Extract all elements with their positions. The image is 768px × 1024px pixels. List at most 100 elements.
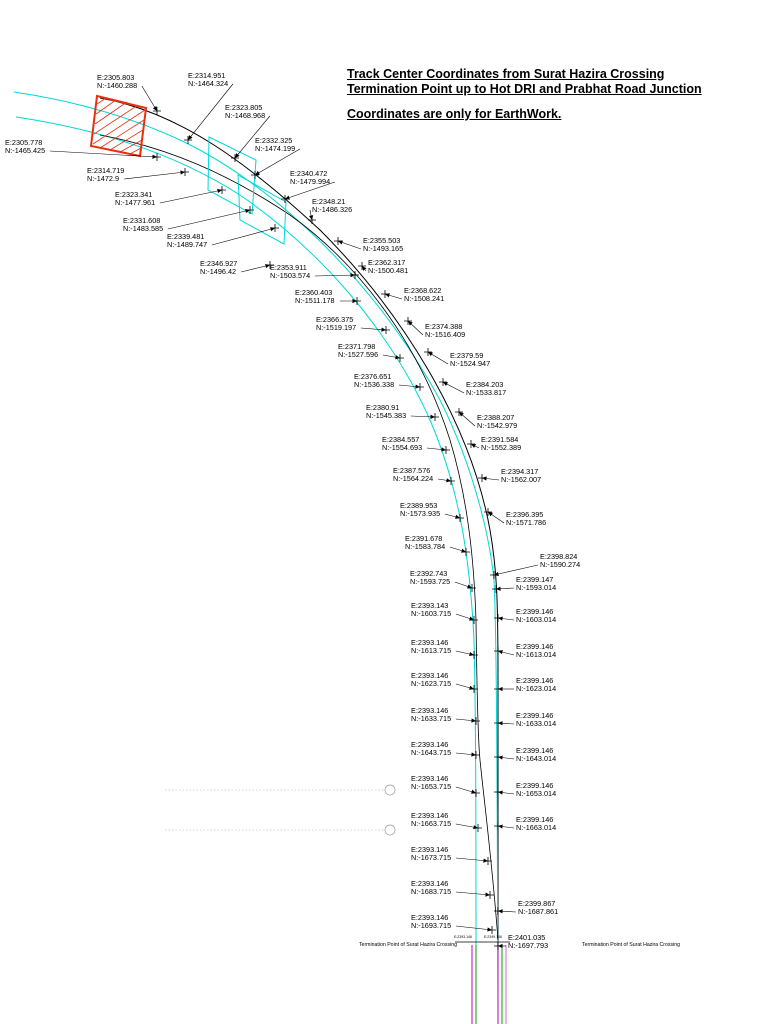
- leader-arrow: [338, 240, 343, 245]
- northing-value: N:-1623.014: [516, 684, 556, 693]
- northing-value: N:-1542.979: [477, 421, 517, 430]
- easting-value: E:2314.719: [87, 166, 124, 175]
- easting-value: E:2399.146: [516, 815, 553, 824]
- survey-point-mark: [396, 354, 404, 362]
- easting-value: E:2399.146: [516, 781, 553, 790]
- leader-arrow: [180, 170, 185, 175]
- survey-point-mark: [439, 378, 447, 386]
- northing-value: N:-1583.784: [405, 542, 445, 551]
- northing-value: N:-1508.241: [404, 294, 444, 303]
- leader-line: [455, 857, 489, 862]
- track-centre-line-inner: [99, 134, 499, 941]
- northing-value: N:-1562.007: [501, 475, 541, 484]
- survey-point-mark: [382, 326, 390, 334]
- survey-point-mark: [416, 383, 424, 391]
- termination-label-right: Termination Point of Surat Hazira Crossi…: [582, 942, 680, 948]
- easting-value: E:2348.21: [312, 197, 345, 206]
- easting-value: E:2391.584: [481, 435, 518, 444]
- drawing-title-line-1: Track Center Coordinates from Surat Hazi…: [347, 67, 665, 81]
- survey-point-mark: [470, 651, 478, 659]
- northing-value: N:-1697.793: [508, 941, 548, 950]
- leader-line: [167, 209, 251, 230]
- northing-value: N:-1460.288: [97, 81, 137, 90]
- northing-value: N:-1496.42: [200, 267, 236, 276]
- leader-arrow: [471, 752, 476, 757]
- survey-point-mark: [358, 262, 366, 270]
- survey-point-mark: [486, 891, 494, 899]
- northing-value: N:-1486.326: [312, 205, 352, 214]
- survey-point-mark: [490, 571, 498, 579]
- cyan-section-box-2: [237, 174, 287, 245]
- survey-point-mark: [462, 548, 470, 556]
- northing-value: N:-1536.338: [354, 380, 394, 389]
- leader-arrow: [428, 352, 433, 357]
- northing-value: N:-1593.014: [516, 583, 556, 592]
- northing-value: N:-1489.747: [167, 240, 207, 249]
- survey-point-mark: [492, 585, 500, 593]
- northing-value: N:-1683.715: [411, 887, 451, 896]
- easting-value: E:2389.953: [400, 501, 437, 510]
- coordinate-label: E:2348.21N:-1486.326: [308, 197, 352, 224]
- northing-value: N:-1511.178: [295, 296, 335, 305]
- leader-line: [141, 85, 158, 112]
- easting-value: E:2399.146: [516, 607, 553, 616]
- termination-label-left: Termination Point of Surat Hazira Crossi…: [359, 942, 457, 948]
- cyan-section-box-1: [207, 136, 257, 215]
- easting-value: E:2399.146: [516, 746, 553, 755]
- easting-value: E:2376.651: [354, 372, 391, 381]
- easting-value: E:2396.395: [506, 510, 543, 519]
- survey-point-mark: [494, 907, 502, 915]
- leader-arrow: [469, 616, 474, 621]
- easting-value: E:2323.341: [115, 190, 152, 199]
- leader-arrow: [459, 412, 464, 417]
- easting-value: E:2355.503: [363, 236, 400, 245]
- northing-value: N:-1554.693: [382, 443, 422, 452]
- leader-arrow: [235, 153, 240, 158]
- survey-point-mark: [472, 751, 480, 759]
- easting-value: E:2323.805: [225, 103, 262, 112]
- leader-line: [254, 148, 301, 176]
- easting-value: E:2366.375: [316, 315, 353, 324]
- survey-point-mark: [470, 685, 478, 693]
- northing-value: N:-1464.324: [188, 79, 228, 88]
- survey-point-mark: [308, 216, 316, 224]
- northing-value: N:-1663.715: [411, 819, 451, 828]
- northing-value: N:-1633.715: [411, 714, 451, 723]
- reference-symbol-1: [384, 784, 396, 796]
- easting-value: E:2339.481: [167, 232, 204, 241]
- easting-value: E:2374.388: [425, 322, 462, 331]
- leader-arrow: [441, 447, 446, 452]
- survey-point-mark: [351, 271, 359, 279]
- northing-value: N:-1613.715: [411, 646, 451, 655]
- track-centre-line-outer: [99, 97, 499, 1024]
- northing-value: N:-1533.817: [466, 388, 506, 397]
- survey-point-mark: [494, 719, 502, 727]
- leader-arrow: [188, 135, 193, 140]
- leader-arrow: [255, 170, 260, 175]
- survey-point-mark: [181, 168, 189, 176]
- leader-arrow: [498, 824, 503, 829]
- northing-value: N:-1603.715: [411, 609, 451, 618]
- survey-point-mark: [447, 477, 455, 485]
